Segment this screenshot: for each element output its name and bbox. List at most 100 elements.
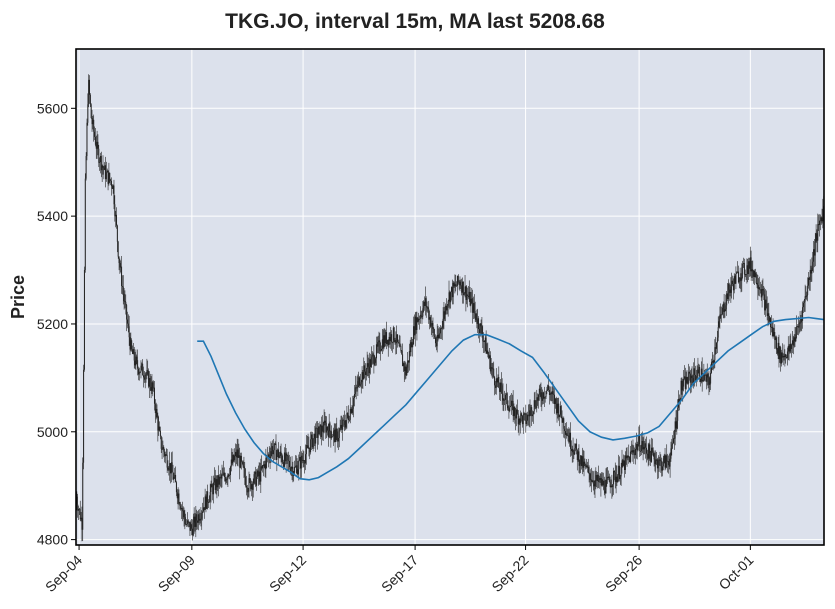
candle-body: [417, 317, 419, 322]
candle-body: [666, 455, 668, 461]
candle-body: [480, 323, 482, 327]
candle-body: [815, 233, 817, 242]
candle-body: [598, 479, 600, 483]
y-tick-label: 5000: [37, 424, 68, 440]
candle-body: [298, 460, 300, 470]
candle-body: [645, 443, 647, 448]
candle-body: [251, 484, 253, 490]
candle-body: [171, 462, 173, 473]
candle-body: [506, 393, 508, 406]
candle-body: [603, 480, 605, 492]
candle-body: [344, 425, 346, 428]
candle-body: [637, 444, 639, 451]
candle-body: [757, 285, 759, 289]
candle-body: [314, 433, 316, 444]
candle-body: [589, 473, 591, 480]
candle-body: [819, 220, 821, 222]
candle-body: [399, 345, 401, 347]
candle-body: [222, 474, 224, 476]
candle-body: [116, 214, 118, 226]
candle-body: [405, 366, 407, 376]
candle-body: [537, 397, 539, 401]
candle-body: [582, 456, 584, 468]
candle-body: [440, 328, 442, 330]
candle-body: [466, 294, 468, 300]
candle-body: [340, 424, 342, 429]
candle-body: [774, 332, 776, 341]
candle-body: [284, 452, 286, 462]
candle-body: [514, 406, 516, 416]
y-tick-label: 5400: [37, 208, 68, 224]
candle-body: [139, 371, 141, 373]
candle-body: [160, 436, 162, 449]
candle-body: [455, 284, 457, 287]
candle-body: [560, 406, 562, 417]
candle-body: [656, 459, 658, 469]
candle-body: [348, 419, 350, 421]
candle-body: [192, 522, 194, 536]
candle-body: [335, 428, 337, 442]
candle-body: [260, 466, 262, 482]
candle-body: [567, 435, 569, 437]
candle-body: [699, 366, 701, 379]
candle-body: [201, 513, 203, 519]
candle-body: [534, 400, 536, 407]
candle-body: [214, 477, 216, 490]
candle-body: [245, 485, 247, 488]
candle-body: [256, 476, 258, 486]
candle-body: [418, 318, 420, 320]
candle-body: [620, 466, 622, 477]
candle-body: [265, 458, 267, 470]
candle-body: [644, 443, 646, 447]
candle-body: [77, 504, 79, 511]
candle-body: [787, 346, 789, 352]
candle-body: [585, 463, 587, 468]
candle-body: [385, 332, 387, 344]
candle-body: [790, 343, 792, 349]
candle-body: [502, 393, 504, 401]
x-tick-label: Sep-04: [42, 552, 85, 595]
candle-body: [219, 476, 221, 478]
candle-body: [404, 366, 406, 371]
candle-body: [672, 438, 674, 444]
candle-body: [671, 444, 673, 449]
candle-body: [569, 432, 571, 443]
candle-body: [101, 165, 103, 171]
candle-body: [694, 374, 696, 381]
candle-body: [358, 377, 360, 382]
candle-body: [115, 214, 117, 217]
candle-body: [487, 350, 489, 355]
candle-body: [494, 385, 496, 388]
candle-body: [481, 326, 483, 335]
candle-body: [110, 180, 112, 187]
candle-body: [448, 292, 450, 302]
candle-body: [461, 286, 463, 293]
candle-body: [580, 455, 582, 466]
candle-body: [245, 476, 247, 486]
candle-body: [683, 378, 685, 387]
candle-body: [85, 156, 87, 179]
candle-body: [469, 291, 471, 306]
candle-body: [421, 316, 423, 318]
candle-body: [309, 447, 311, 453]
candle-body: [176, 492, 178, 499]
candle-body: [499, 382, 501, 392]
candle-body: [766, 303, 768, 316]
candle-body: [654, 459, 656, 465]
candle-body: [670, 448, 672, 459]
candle-body: [744, 274, 746, 276]
candle-body: [323, 420, 325, 433]
candle-body: [149, 378, 151, 388]
candle-body: [426, 306, 428, 308]
candle-body: [164, 451, 166, 457]
candle-body: [332, 436, 334, 438]
candle-body: [604, 491, 606, 494]
candle-body: [618, 465, 620, 476]
candle-body: [212, 487, 214, 495]
candle-body: [82, 462, 84, 530]
candle-body: [380, 350, 382, 352]
candle-body: [695, 377, 697, 381]
candle-body: [758, 287, 760, 289]
candle-body: [232, 455, 234, 464]
candle-body: [642, 440, 644, 450]
